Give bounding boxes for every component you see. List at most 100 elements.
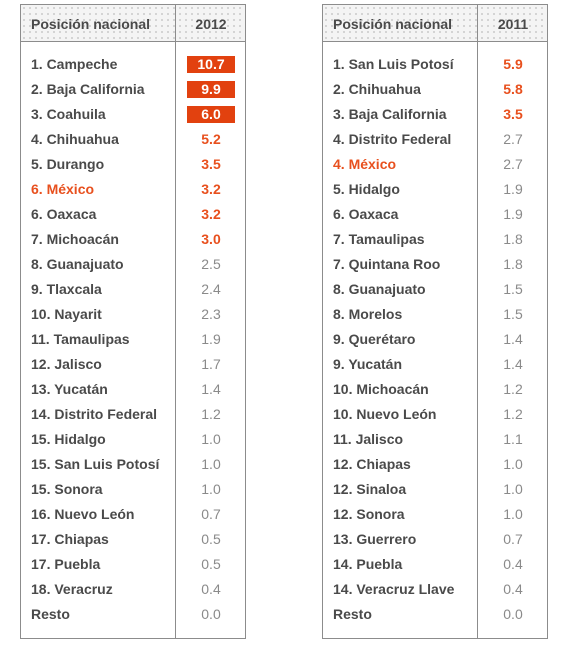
state-name: 11. Tamaulipas bbox=[31, 331, 130, 347]
state-name: 9. Querétaro bbox=[333, 331, 416, 347]
state-value: 2.7 bbox=[503, 131, 523, 147]
table-row: 12. Sonora 1.0 bbox=[323, 503, 547, 528]
state-name: 12. Chiapas bbox=[333, 456, 411, 472]
table-row: 15. Hidalgo 1.0 bbox=[21, 428, 245, 453]
table-row: 9. Querétaro 1.4 bbox=[323, 328, 547, 353]
table-row: 9. Tlaxcala 2.4 bbox=[21, 278, 245, 303]
state-value: 0.0 bbox=[503, 606, 523, 622]
state-name: 1. Campeche bbox=[31, 56, 118, 72]
state-value: 1.0 bbox=[201, 481, 221, 497]
value-badge: 9.9 bbox=[187, 81, 235, 98]
table-row: 4. Distrito Federal 2.7 bbox=[323, 128, 547, 153]
state-name: 8. Guanajuato bbox=[333, 281, 426, 297]
state-name: 1. San Luis Potosí bbox=[333, 56, 454, 72]
state-value: 0.7 bbox=[201, 506, 221, 522]
state-name: 13. Yucatán bbox=[31, 381, 108, 397]
state-value: 5.2 bbox=[201, 131, 221, 147]
state-name: 18. Veracruz bbox=[31, 581, 113, 597]
state-value: 1.4 bbox=[503, 331, 523, 347]
state-name: 8. Morelos bbox=[333, 306, 403, 322]
state-name: 10. Nuevo León bbox=[333, 406, 437, 422]
state-name: 12. Sinaloa bbox=[333, 481, 407, 497]
table-row: 2. Chihuahua 5.8 bbox=[323, 78, 547, 103]
state-value: 1.1 bbox=[503, 431, 523, 447]
table-row: 14. Distrito Federal 1.2 bbox=[21, 403, 245, 428]
state-value: 2.3 bbox=[201, 306, 221, 322]
table-row: 2. Baja California 9.9 bbox=[21, 78, 245, 103]
state-value: 2.4 bbox=[201, 281, 221, 297]
state-name: 2. Chihuahua bbox=[333, 81, 421, 97]
state-value: 0.4 bbox=[503, 581, 523, 597]
state-name: 15. Sonora bbox=[31, 481, 103, 497]
table-row: 7. Michoacán 3.0 bbox=[21, 228, 245, 253]
state-name: 15. San Luis Potosí bbox=[31, 456, 160, 472]
table-row: 13. Guerrero 0.7 bbox=[323, 528, 547, 553]
state-value: 1.0 bbox=[503, 506, 523, 522]
table-row: 8. Morelos 1.5 bbox=[323, 303, 547, 328]
state-name: 3. Coahuila bbox=[31, 106, 106, 122]
state-name: Resto bbox=[333, 606, 372, 622]
ranking-table-2012: Posición nacional 2012 1. Campeche 10.7 2.… bbox=[20, 4, 246, 639]
table-header: Posición nacional 2012 bbox=[21, 5, 245, 42]
value-badge: 10.7 bbox=[187, 56, 235, 73]
table-row: 11. Tamaulipas 1.9 bbox=[21, 328, 245, 353]
header-position-label: Posición nacional bbox=[333, 16, 453, 32]
header-year: 2011 bbox=[497, 16, 529, 32]
table-row: 6. México 3.2 bbox=[21, 178, 245, 203]
state-value: 3.5 bbox=[201, 156, 221, 172]
state-value: 6.0 bbox=[175, 106, 247, 123]
state-value: 1.4 bbox=[503, 356, 523, 372]
column-divider bbox=[175, 5, 176, 638]
state-name: 4. Distrito Federal bbox=[333, 131, 452, 147]
state-name: Resto bbox=[31, 606, 70, 622]
table-row: 5. Durango 3.5 bbox=[21, 153, 245, 178]
state-name: 7. Tamaulipas bbox=[333, 231, 425, 247]
state-value: 9.9 bbox=[175, 81, 247, 98]
state-value: 1.5 bbox=[503, 281, 523, 297]
state-value: 1.5 bbox=[503, 306, 523, 322]
table-row: 11. Jalisco 1.1 bbox=[323, 428, 547, 453]
state-value: 1.0 bbox=[201, 431, 221, 447]
table-row: 5. Hidalgo 1.9 bbox=[323, 178, 547, 203]
table-row: 8. Guanajuato 2.5 bbox=[21, 253, 245, 278]
state-name: 13. Guerrero bbox=[333, 531, 417, 547]
table-row: 14. Puebla 0.4 bbox=[323, 553, 547, 578]
state-name: 14. Puebla bbox=[333, 556, 403, 572]
header-position-label: Posición nacional bbox=[31, 16, 151, 32]
table-row: 10. Michoacán 1.2 bbox=[323, 378, 547, 403]
table-row: 10. Nuevo León 1.2 bbox=[323, 403, 547, 428]
state-value: 1.0 bbox=[503, 481, 523, 497]
state-value: 1.8 bbox=[503, 231, 523, 247]
state-name: 4. Chihuahua bbox=[31, 131, 119, 147]
ranking-table-2011: Posición nacional 2011 1. San Luis Potos… bbox=[322, 4, 548, 639]
table-row: 18. Veracruz 0.4 bbox=[21, 578, 245, 603]
state-name: 4. México bbox=[333, 156, 397, 172]
state-name: 14. Distrito Federal bbox=[31, 406, 158, 422]
state-name: 12. Sonora bbox=[333, 506, 405, 522]
state-value: 1.9 bbox=[201, 331, 221, 347]
state-value: 1.0 bbox=[503, 456, 523, 472]
state-value: 1.9 bbox=[503, 181, 523, 197]
table-row: 3. Baja California 3.5 bbox=[323, 103, 547, 128]
state-name: 5. Hidalgo bbox=[333, 181, 400, 197]
state-value: 1.4 bbox=[201, 381, 221, 397]
state-name: 17. Puebla bbox=[31, 556, 101, 572]
table-row: 12. Chiapas 1.0 bbox=[323, 453, 547, 478]
table-row: 15. San Luis Potosí 1.0 bbox=[21, 453, 245, 478]
table-row: 7. Tamaulipas 1.8 bbox=[323, 228, 547, 253]
state-value: 3.2 bbox=[201, 206, 221, 222]
table-row: 16. Nuevo León 0.7 bbox=[21, 503, 245, 528]
state-value: 1.9 bbox=[503, 206, 523, 222]
table-row: 4. México 2.7 bbox=[323, 153, 547, 178]
table-row: 4. Chihuahua 5.2 bbox=[21, 128, 245, 153]
state-name: 8. Guanajuato bbox=[31, 256, 124, 272]
state-value: 1.8 bbox=[503, 256, 523, 272]
state-name: 10. Michoacán bbox=[333, 381, 429, 397]
state-name: 2. Baja California bbox=[31, 81, 145, 97]
state-name: 6. Oaxaca bbox=[31, 206, 97, 222]
state-value: 0.5 bbox=[201, 531, 221, 547]
table-row: 17. Puebla 0.5 bbox=[21, 553, 245, 578]
state-name: 7. Quintana Roo bbox=[333, 256, 441, 272]
state-value: 1.7 bbox=[201, 356, 221, 372]
table-row: 14. Veracruz Llave 0.4 bbox=[323, 578, 547, 603]
